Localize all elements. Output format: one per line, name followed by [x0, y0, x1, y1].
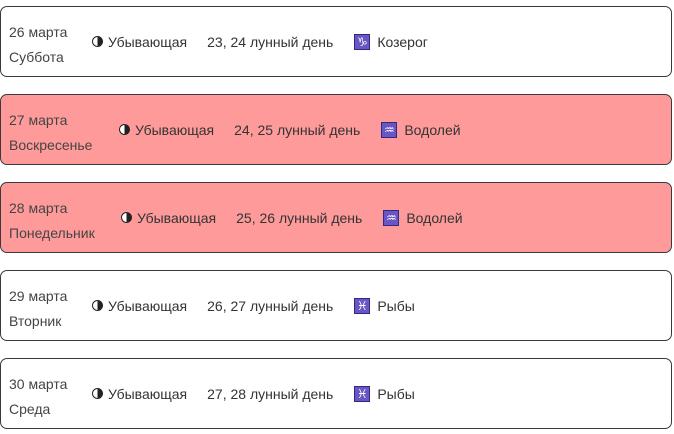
day-date: 27 марта: [9, 112, 68, 128]
day-date: 30 марта: [9, 376, 68, 392]
day-info: Убывающая 27, 28 лунный день ♓ Рыбы: [92, 359, 415, 428]
day-date-block: 27 марта Воскресенье: [9, 108, 92, 158]
day-date-block: 26 марта Суббота: [9, 20, 67, 70]
day-date: 29 марта: [9, 288, 68, 304]
day-row-27: 27 марта Воскресенье Убывающая 24, 25 лу…: [0, 94, 672, 165]
day-date-block: 28 марта Понедельник: [9, 196, 95, 246]
day-weekday: Понедельник: [9, 225, 95, 241]
day-row-30: 30 марта Среда Убывающая 27, 28 лунный д…: [0, 358, 672, 429]
lunar-day: 24, 25 лунный день: [234, 121, 361, 138]
moon-phase-icon: [119, 124, 130, 135]
moon-phase: Убывающая: [137, 209, 217, 226]
pisces-icon: ♓: [354, 297, 371, 314]
moon-phase: Убывающая: [108, 385, 188, 402]
zodiac: ♑ Козерог: [354, 33, 428, 50]
aquarius-icon: ♒: [383, 209, 400, 226]
zodiac: ♓ Рыбы: [354, 297, 415, 314]
moon-phase-icon: [92, 300, 103, 311]
capricorn-icon: ♑: [354, 33, 371, 50]
lunar-day: 27, 28 лунный день: [207, 385, 334, 402]
moon-phase: Убывающая: [108, 297, 188, 314]
day-info: Убывающая 25, 26 лунный день ♒ Водолей: [121, 183, 463, 252]
day-info: Убывающая 23, 24 лунный день ♑ Козерог: [92, 7, 428, 76]
zodiac-name: Рыбы: [377, 297, 415, 314]
zodiac: ♒ Водолей: [381, 121, 461, 138]
day-weekday: Воскресенье: [9, 137, 93, 153]
moon-phase-icon: [121, 212, 132, 223]
lunar-day: 25, 26 лунный день: [236, 209, 363, 226]
zodiac-name: Козерог: [377, 33, 428, 50]
day-weekday: Суббота: [9, 49, 64, 65]
zodiac-name: Водолей: [406, 209, 463, 226]
moon-phase-icon: [92, 388, 103, 399]
aquarius-icon: ♒: [381, 121, 398, 138]
day-row-28: 28 марта Понедельник Убывающая 25, 26 лу…: [0, 182, 672, 253]
zodiac-name: Рыбы: [377, 385, 415, 402]
pisces-icon: ♓: [354, 385, 371, 402]
day-date-block: 30 марта Среда: [9, 372, 67, 422]
lunar-day: 26, 27 лунный день: [207, 297, 334, 314]
moon-phase-icon: [92, 36, 103, 47]
zodiac-name: Водолей: [404, 121, 461, 138]
day-info: Убывающая 26, 27 лунный день ♓ Рыбы: [92, 271, 415, 340]
zodiac: ♒ Водолей: [383, 209, 463, 226]
day-date: 26 марта: [9, 24, 68, 40]
day-weekday: Среда: [9, 401, 51, 417]
day-date: 28 марта: [9, 200, 68, 216]
day-weekday: Вторник: [9, 313, 62, 329]
day-row-26: 26 марта Суббота Убывающая 23, 24 лунный…: [0, 6, 672, 77]
day-row-29: 29 марта Вторник Убывающая 26, 27 лунный…: [0, 270, 672, 341]
day-date-block: 29 марта Вторник: [9, 284, 67, 334]
moon-phase: Убывающая: [108, 33, 188, 50]
moon-phase: Убывающая: [135, 121, 215, 138]
zodiac: ♓ Рыбы: [354, 385, 415, 402]
day-info: Убывающая 24, 25 лунный день ♒ Водолей: [119, 95, 461, 164]
lunar-day: 23, 24 лунный день: [207, 33, 334, 50]
